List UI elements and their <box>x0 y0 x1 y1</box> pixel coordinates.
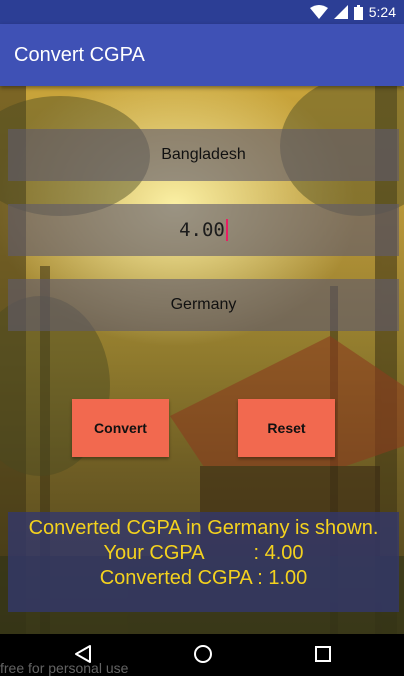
battery-icon <box>353 4 363 20</box>
back-icon <box>75 645 91 663</box>
signal-icon <box>333 5 348 19</box>
app-bar: Convert CGPA <box>0 24 404 86</box>
to-country-label: Germany <box>170 296 237 313</box>
reset-button[interactable]: Reset <box>238 399 335 457</box>
from-country-selector[interactable]: Bangladesh <box>8 129 399 181</box>
wifi-icon <box>309 5 328 19</box>
navigation-bar <box>0 634 404 674</box>
result-panel: Converted CGPA in Germany is shown. Your… <box>8 512 399 612</box>
text-cursor <box>225 219 228 241</box>
back-button[interactable] <box>71 642 95 666</box>
status-icons: 5:24 <box>309 4 396 20</box>
to-country-selector[interactable]: Germany <box>8 279 399 331</box>
cgpa-input[interactable]: 4.00 <box>8 204 399 256</box>
status-bar: 5:24 <box>0 0 404 24</box>
home-button[interactable] <box>191 642 215 666</box>
content-area: Bangladesh 4.00 Germany Convert Reset Co… <box>0 86 404 634</box>
from-country-label: Bangladesh <box>161 146 246 163</box>
recents-icon <box>315 646 331 662</box>
status-time: 5:24 <box>368 4 396 20</box>
converted-cgpa-line: Converted CGPA : 1.00 <box>99 567 308 589</box>
convert-button[interactable]: Convert <box>72 399 169 457</box>
recents-button[interactable] <box>311 642 335 666</box>
your-cgpa-line: Your CGPA : 4.00 <box>103 542 304 564</box>
watermark-text: free for personal use <box>0 660 129 676</box>
home-icon <box>194 645 212 663</box>
cgpa-input-value: 4.00 <box>179 219 225 241</box>
app-title: Convert CGPA <box>14 44 145 66</box>
result-heading: Converted CGPA in Germany is shown. <box>28 517 379 539</box>
